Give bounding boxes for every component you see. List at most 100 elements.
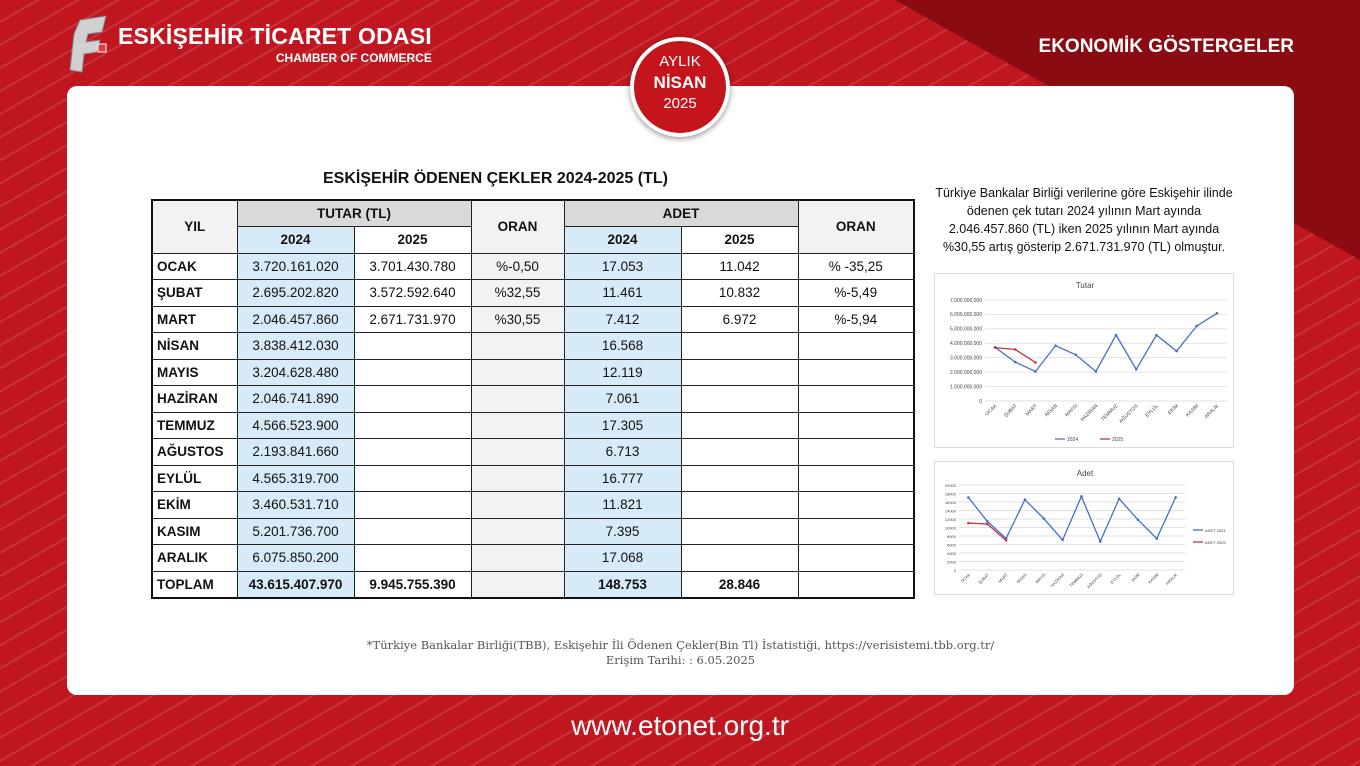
cell-oran-adet (797, 358, 915, 386)
logo: ESKİŞEHİR TİCARET ODASI CHAMBER OF COMME… (66, 14, 432, 74)
cell-tutar-2024: 43.615.407.970 (236, 570, 355, 598)
x-tick-label: TEMMUZ (1100, 403, 1119, 422)
badge-period: AYLIK (659, 53, 701, 70)
x-tick-label: ARALIK (1204, 403, 1221, 420)
legend-label: ADET 2024 (1205, 528, 1226, 533)
data-point (1034, 370, 1037, 373)
data-point (985, 522, 989, 526)
cell-tutar-2025 (353, 517, 472, 545)
cell-adet-2024: 17.068 (563, 544, 682, 572)
cell-oran-adet (797, 464, 915, 492)
data-point (1094, 370, 1098, 373)
x-tick-label: AĞUSTOS (1117, 402, 1140, 425)
y-tick-label: 20000 (945, 483, 957, 488)
data-point (1013, 348, 1017, 351)
table-row: AĞUSTOS 2.193.841.660 6.713 (151, 438, 915, 466)
chart-title: Tutar (1076, 281, 1095, 290)
cell-tutar-2024: 4.565.319.700 (236, 464, 355, 492)
x-tick-label: KASIM (1185, 403, 1200, 418)
table-row: EKİM 3.460.531.710 11.821 (151, 491, 915, 519)
data-point (1042, 517, 1046, 520)
table-row: ŞUBAT 2.695.202.820 3.572.592.640 %32,55 11.… (151, 279, 915, 307)
cell-oran-tutar (470, 517, 565, 545)
header-tutar-2024: 2024 (236, 226, 355, 254)
cell-adet-2024: 17.305 (563, 411, 682, 439)
data-point (1098, 540, 1102, 543)
cell-adet-2025: 28.846 (680, 570, 799, 598)
x-tick-label: EYLÜL (1109, 572, 1122, 585)
cell-tutar-2024: 3.204.628.480 (236, 358, 355, 386)
cell-oran-adet: %-5,94 (797, 305, 915, 333)
cell-adet-2024: 7.061 (563, 385, 682, 413)
y-tick-label: 6000 (947, 542, 957, 547)
cell-tutar-2025 (353, 332, 472, 360)
cell-adet-2025 (680, 358, 799, 386)
cell-oran-tutar: %30,55 (470, 305, 565, 333)
org-subtitle: CHAMBER OF COMMERCE (275, 51, 432, 65)
y-tick-label: 14000 (945, 508, 957, 513)
cheque-table: YIL TUTAR (TL) ORAN ADET ORAN 2024 2025 … (151, 199, 915, 599)
footer-source: *Türkiye Bankalar Birliği(TBB), Eskişehi… (67, 638, 1294, 668)
cell-tutar-2025 (353, 464, 472, 492)
y-tick-label: 16000 (945, 500, 957, 505)
chart-adet: Adet 0 2000 4000 6000 8000 10000 12000 14000 1600… (934, 461, 1234, 595)
cell-adet-2025: 6.972 (680, 305, 799, 333)
y-tick-label: 0 (954, 568, 957, 573)
cell-adet-2024: 11.821 (563, 491, 682, 519)
data-point (1004, 539, 1008, 542)
cell-month: AĞUSTOS (151, 438, 238, 466)
cell-adet-2025 (680, 411, 799, 439)
series-line-adet-2024 (967, 494, 1177, 544)
cell-month: ARALIK (151, 544, 238, 572)
cell-adet-2025 (680, 385, 799, 413)
cell-oran-tutar (470, 411, 565, 439)
x-tick-label: NİSAN (1043, 402, 1059, 418)
data-point (1174, 496, 1177, 499)
cell-tutar-2024: 2.695.202.820 (236, 279, 355, 307)
cell-adet-2024: 7.395 (563, 517, 682, 545)
cell-tutar-2025 (353, 358, 472, 386)
website-link[interactable]: www.etonet.org.tr (571, 710, 789, 741)
header-oran-adet: ORAN (797, 199, 915, 254)
x-tick-label: HAZİRAN (1049, 572, 1065, 588)
x-tick-label: HAZİRAN (1079, 402, 1100, 423)
cell-oran-tutar (470, 385, 565, 413)
cell-adet-2024: 7.412 (563, 305, 682, 333)
legend-label: 2024 (1067, 437, 1078, 443)
data-point (1114, 333, 1118, 337)
cell-month: ŞUBAT (151, 279, 238, 307)
data-point (1013, 360, 1017, 364)
cell-adet-2024: 17.053 (563, 252, 682, 280)
cell-month: EKİM (151, 491, 238, 519)
data-point (1061, 538, 1064, 542)
data-point (1215, 312, 1219, 315)
x-tick-label: ŞUBAT (977, 572, 990, 585)
cell-tutar-2025: 2.671.731.970 (353, 305, 472, 333)
data-point (1054, 344, 1057, 347)
cell-month: MART (151, 305, 238, 333)
table-row: MAYIS 3.204.628.480 12.119 (151, 358, 915, 386)
cell-tutar-2024: 3.720.161.020 (236, 252, 355, 280)
table-row: TOPLAM 43.615.407.970 9.945.755.390 148.753… (151, 570, 915, 598)
data-point (1117, 497, 1121, 500)
source-text: *Türkiye Bankalar Birliği(TBB), Eskişehi… (366, 638, 995, 652)
cell-adet-2024: 148.753 (563, 570, 682, 598)
data-point (1134, 368, 1138, 371)
cell-tutar-2025 (353, 411, 472, 439)
cell-adet-2025 (680, 464, 799, 492)
cell-tutar-2025: 3.572.592.640 (353, 279, 472, 307)
cell-tutar-2025 (353, 438, 472, 466)
x-tick-label: EKİM (1130, 572, 1140, 582)
cell-month: KASIM (151, 517, 238, 545)
data-point (967, 496, 970, 499)
cell-oran-tutar (470, 332, 565, 360)
cell-month: MAYIS (151, 358, 238, 386)
x-tick-label: MART (1025, 403, 1039, 417)
period-badge: AYLIK NİSAN 2025 (630, 37, 730, 137)
cell-adet-2024: 16.568 (563, 332, 682, 360)
cell-oran-adet: % -35,25 (797, 252, 915, 280)
cell-adet-2024: 11.461 (563, 279, 682, 307)
data-point (1195, 324, 1199, 328)
y-tick-label: 4000 (947, 551, 957, 556)
cell-tutar-2025: 9.945.755.390 (353, 570, 472, 598)
